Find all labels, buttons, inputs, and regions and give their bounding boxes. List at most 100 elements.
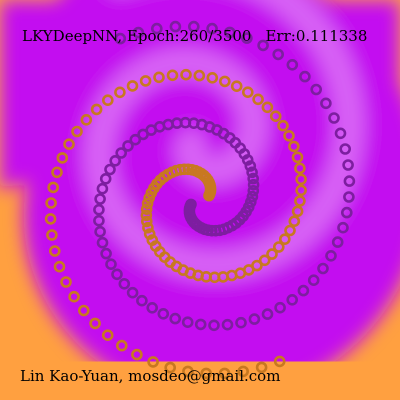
orange-spiral-point: [284, 224, 296, 237]
orange-spiral-point: [139, 75, 152, 87]
purple-spiral-point: [169, 312, 181, 325]
purple-spiral-point: [299, 70, 311, 83]
purple-spiral-point: [115, 147, 127, 159]
purple-spiral-point: [343, 175, 356, 187]
purple-spiral-point: [169, 20, 182, 33]
purple-spiral-point: [132, 26, 145, 39]
purple-spiral-point: [129, 133, 142, 146]
orange-spiral-point: [131, 348, 143, 361]
epoch-value: 260/3500: [179, 27, 252, 45]
purple-spiral-point: [244, 160, 257, 172]
epoch-label: Epoch:: [126, 27, 180, 45]
orange-spiral-point: [102, 94, 114, 106]
orange-spiral-point: [89, 317, 101, 330]
purple-spiral-point: [339, 143, 352, 155]
orange-spiral-point: [295, 184, 307, 197]
purple-spiral-point: [307, 274, 320, 287]
purple-spiral-point: [194, 318, 207, 331]
purple-spiral-point: [247, 172, 259, 185]
purple-spiral-point: [342, 159, 354, 171]
orange-spiral-point: [237, 365, 249, 378]
orange-spiral-point: [258, 254, 271, 267]
orange-spiral-point: [261, 101, 274, 114]
orange-spiral-point: [266, 248, 278, 260]
purple-spiral-series: [93, 20, 356, 332]
orange-spiral-point: [143, 228, 156, 240]
purple-spiral-point: [224, 26, 236, 39]
orange-spiral-point: [294, 162, 306, 175]
purple-spiral-point: [118, 277, 131, 290]
orange-spiral-point: [291, 205, 304, 218]
orange-spiral-point: [193, 69, 206, 82]
orange-spiral-point: [251, 259, 263, 272]
orange-spiral-point: [277, 119, 289, 132]
purple-spiral-point: [297, 284, 310, 297]
orange-spiral-point: [71, 125, 83, 138]
orange-spiral-point: [272, 241, 285, 253]
orange-spiral-point: [219, 75, 231, 88]
purple-spiral-point: [334, 127, 347, 140]
orange-spiral-point: [44, 213, 57, 225]
orange-spiral-point: [294, 195, 306, 207]
orange-spiral-point: [90, 103, 103, 116]
purple-spiral-point: [246, 190, 259, 203]
orange-spiral-point: [140, 203, 153, 215]
purple-spiral-point: [111, 268, 123, 281]
orange-spiral-point: [142, 221, 154, 234]
purple-spiral-point: [247, 185, 260, 197]
author-credit: Lin Kao-Yuan, mosdeo@gmail.com: [20, 367, 281, 385]
chart-title: LKYDeepNN, Epoch:260/3500 Err:0.111338: [22, 29, 367, 44]
purple-spiral-point: [114, 32, 127, 45]
orange-spiral-point: [140, 209, 153, 222]
purple-spiral-point: [328, 112, 340, 124]
purple-spiral-point: [93, 214, 105, 227]
orange-spiral-point: [147, 356, 159, 368]
orange-spiral-point: [255, 361, 268, 374]
orange-spiral-point: [56, 152, 69, 164]
boundary-highlight: [83, 0, 365, 281]
orange-spiral-point: [278, 233, 291, 245]
orange-spiral-point: [48, 245, 61, 257]
orange-spiral-point: [80, 114, 93, 126]
orange-spiral-point: [182, 365, 194, 378]
purple-spiral-point: [94, 225, 106, 238]
purple-spiral-point: [137, 128, 149, 141]
orange-spiral-point: [200, 367, 212, 380]
purple-spiral-point: [221, 318, 234, 331]
orange-spiral-series: [44, 68, 307, 380]
orange-spiral-point: [295, 173, 307, 186]
purple-spiral-point: [181, 316, 194, 329]
orange-spiral-point: [114, 86, 126, 99]
purple-spiral-point: [343, 191, 355, 203]
purple-spiral-point: [136, 294, 148, 307]
purple-spiral-point: [340, 206, 353, 219]
orange-spiral-point: [283, 130, 295, 142]
purple-spiral-point: [100, 247, 112, 260]
orange-spiral-point: [126, 80, 139, 92]
orange-spiral-point: [63, 138, 75, 150]
purple-spiral-point: [151, 22, 163, 35]
orange-spiral-point: [46, 229, 58, 241]
orange-spiral-point: [141, 215, 153, 228]
orange-spiral-point: [141, 197, 154, 210]
orange-spiral-point: [291, 151, 304, 164]
orange-spiral-point: [53, 260, 66, 273]
orange-spiral-point: [51, 166, 63, 179]
purple-spiral-point: [325, 250, 337, 262]
orange-spiral-point: [252, 93, 264, 106]
err-label: Err:: [265, 27, 296, 45]
orange-spiral-point: [78, 304, 90, 317]
purple-spiral-point: [146, 301, 158, 314]
orange-spiral-point: [68, 290, 80, 303]
orange-spiral-point: [116, 339, 128, 352]
purple-spiral-point: [331, 236, 344, 248]
orange-spiral-point: [269, 110, 282, 122]
orange-spiral-point: [47, 181, 60, 194]
orange-spiral-point: [206, 72, 219, 84]
purple-spiral-point: [109, 155, 121, 167]
purple-spiral-point: [208, 319, 220, 332]
orange-spiral-point: [273, 355, 286, 368]
model-name: LKYDeepNN,: [22, 27, 123, 45]
